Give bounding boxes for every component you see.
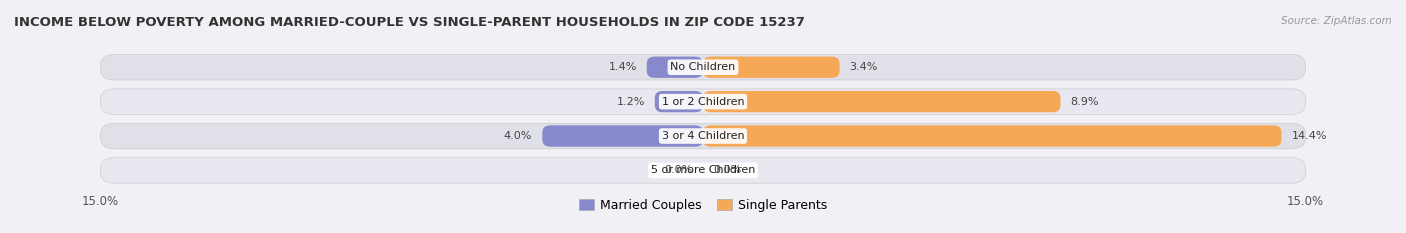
Text: 3.4%: 3.4% — [849, 62, 877, 72]
Text: 1 or 2 Children: 1 or 2 Children — [662, 97, 744, 107]
Text: No Children: No Children — [671, 62, 735, 72]
FancyBboxPatch shape — [703, 57, 839, 78]
FancyBboxPatch shape — [100, 89, 1306, 114]
FancyBboxPatch shape — [543, 125, 703, 147]
Text: 0.0%: 0.0% — [665, 165, 693, 175]
Text: Source: ZipAtlas.com: Source: ZipAtlas.com — [1281, 16, 1392, 26]
Text: 1.2%: 1.2% — [616, 97, 645, 107]
Text: 4.0%: 4.0% — [503, 131, 533, 141]
Text: 14.4%: 14.4% — [1292, 131, 1327, 141]
FancyBboxPatch shape — [655, 91, 703, 112]
FancyBboxPatch shape — [100, 55, 1306, 80]
FancyBboxPatch shape — [703, 125, 1281, 147]
Legend: Married Couples, Single Parents: Married Couples, Single Parents — [574, 194, 832, 217]
FancyBboxPatch shape — [100, 123, 1306, 149]
FancyBboxPatch shape — [703, 91, 1060, 112]
Text: 5 or more Children: 5 or more Children — [651, 165, 755, 175]
Text: 0.0%: 0.0% — [713, 165, 741, 175]
Text: 3 or 4 Children: 3 or 4 Children — [662, 131, 744, 141]
FancyBboxPatch shape — [100, 158, 1306, 183]
Text: 1.4%: 1.4% — [609, 62, 637, 72]
Text: 8.9%: 8.9% — [1070, 97, 1099, 107]
FancyBboxPatch shape — [647, 57, 703, 78]
Text: INCOME BELOW POVERTY AMONG MARRIED-COUPLE VS SINGLE-PARENT HOUSEHOLDS IN ZIP COD: INCOME BELOW POVERTY AMONG MARRIED-COUPL… — [14, 16, 804, 29]
